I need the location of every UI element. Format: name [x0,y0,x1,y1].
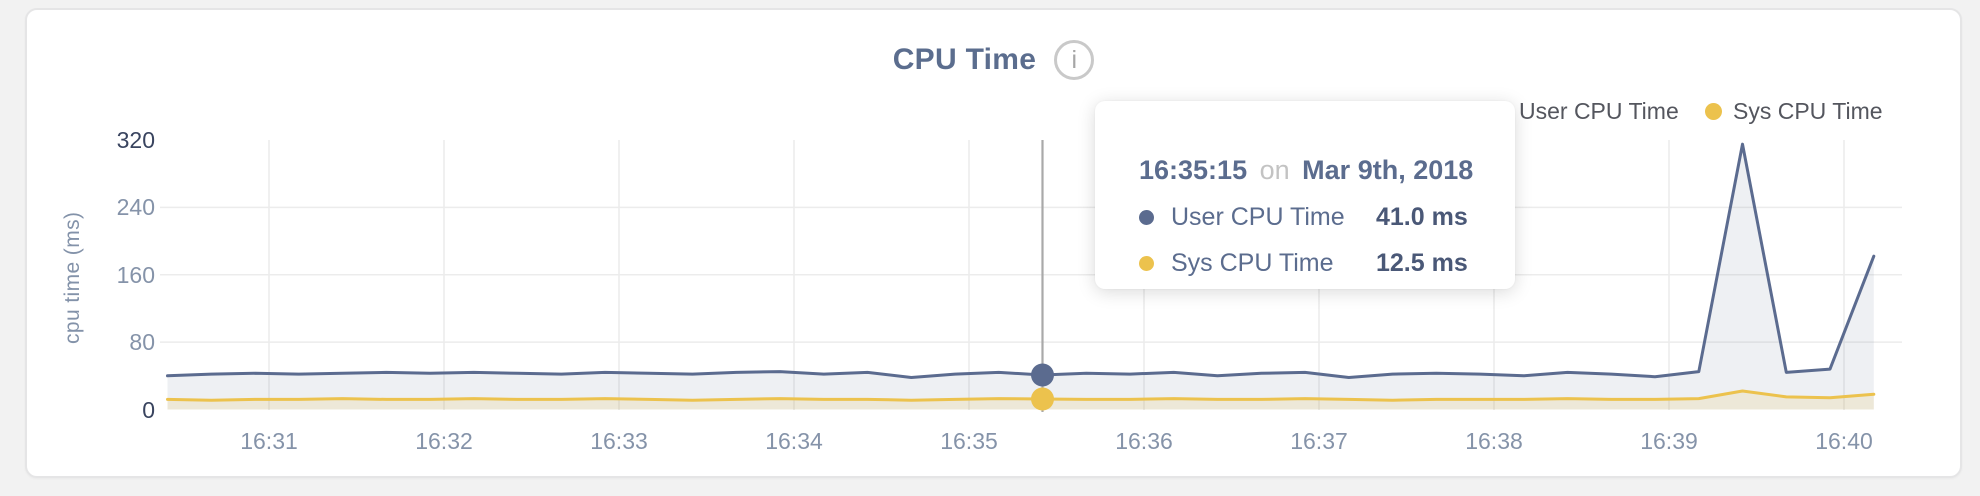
hover-point-sys-cpu-time [1031,387,1054,411]
legend-label-user: User CPU Time [1519,98,1679,124]
tooltip-time: 16:35:15 [1139,155,1248,185]
x-tick-label: 16:35 [940,428,998,454]
tooltip-date: Mar 9th, 2018 [1302,155,1474,185]
user-cpu-time-area [167,144,1874,410]
legend-item-sys-cpu-time[interactable]: Sys CPU Time [1705,98,1883,125]
x-tick-label: 16:40 [1815,428,1873,454]
tooltip-label-sys: Sys CPU Time [1171,249,1334,277]
x-tick-label: 16:36 [1115,428,1173,454]
info-icon[interactable]: i [1054,40,1095,80]
x-tick-label: 16:38 [1465,428,1523,454]
hover-point-user-cpu-time [1031,363,1054,387]
legend-item-user-cpu-time[interactable]: User CPU Time [1491,98,1679,125]
tooltip-value-user: 41.0 ms [1376,203,1468,231]
y-tick-label: 160 [116,261,155,288]
x-tick-label: 16:32 [415,428,473,454]
legend-dot-sys-icon [1705,103,1722,120]
tooltip-value-sys: 12.5 ms [1376,249,1468,277]
tooltip-dot-user-icon [1139,210,1154,225]
x-tick-label: 16:33 [590,428,648,454]
chart-card: CPU Time i User CPU Time Sys CPU Time cp… [25,8,1962,478]
x-tick-label: 16:31 [240,428,298,454]
x-tick-label: 16:39 [1640,428,1698,454]
tooltip-dot-sys-icon [1139,256,1154,271]
y-tick-label: 0 [142,396,155,423]
user-cpu-time-line [166,142,1876,379]
tooltip-conjunction: on [1259,155,1290,185]
y-tick-label: 240 [116,194,155,221]
tooltip: 16:35:15 on Mar 9th, 2018 User CPU Time … [1095,101,1515,289]
chart-title: CPU Time [892,43,1037,76]
legend-label-sys: Sys CPU Time [1733,98,1883,124]
chart-header: CPU Time i [27,40,1960,80]
info-icon-glyph: i [1071,45,1078,74]
x-tick-label: 16:37 [1290,428,1348,454]
chart-plot[interactable] [27,10,1964,480]
tooltip-header: 16:35:15 on Mar 9th, 2018 [1139,155,1515,186]
tooltip-row-sys: Sys CPU Time 12.5 ms [1139,249,1515,278]
y-tick-label: 320 [116,127,155,153]
y-tick-label: 80 [129,329,155,356]
x-tick-label: 16:34 [765,428,823,454]
sys-cpu-time-line [166,389,1876,402]
tooltip-row-user: User CPU Time 41.0 ms [1139,203,1515,232]
tooltip-label-user: User CPU Time [1171,203,1345,231]
